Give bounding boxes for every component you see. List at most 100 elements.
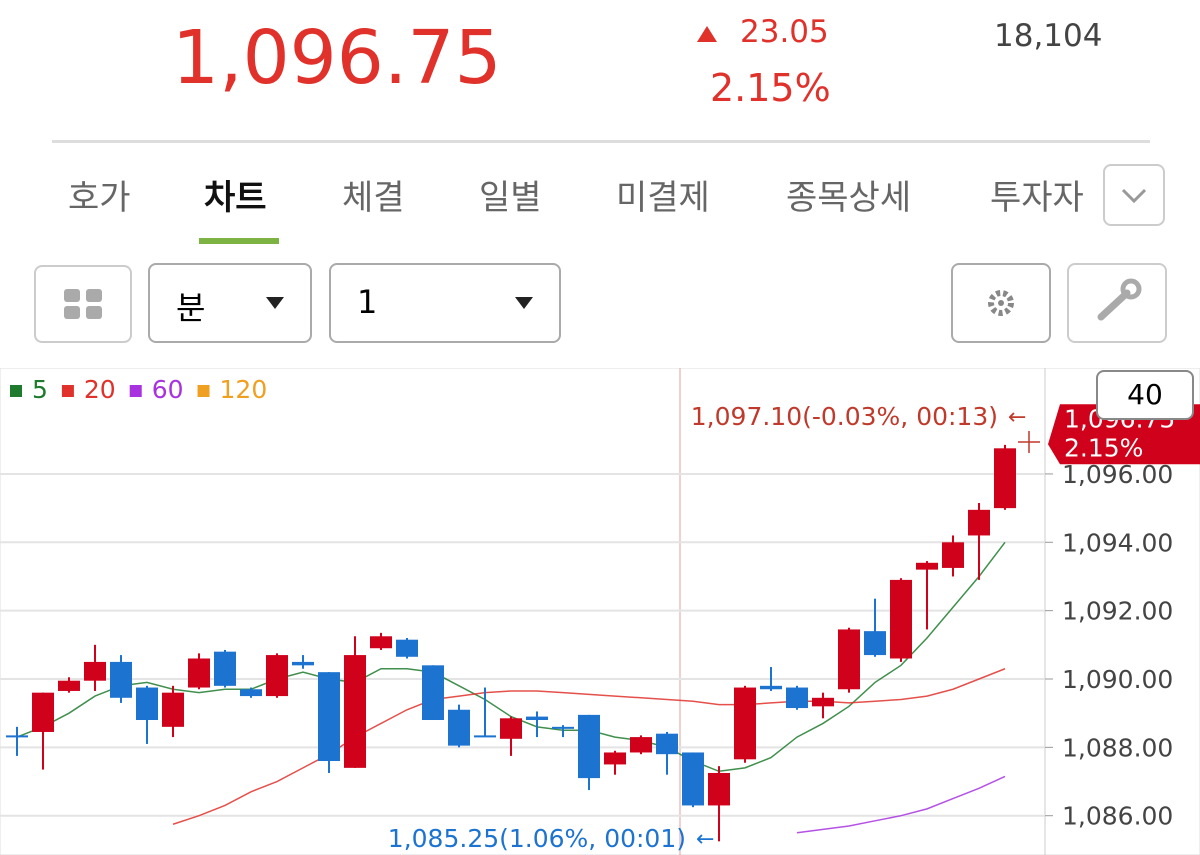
- candle: [656, 731, 678, 775]
- candle: [266, 653, 288, 698]
- candle-body: [604, 752, 626, 765]
- legend-swatch: [10, 385, 22, 397]
- candle: [838, 627, 860, 693]
- candle-body: [526, 716, 548, 721]
- price-tag-pct: 2.15%: [1064, 433, 1143, 462]
- candle-body: [786, 687, 808, 709]
- y-tick-label: 1,096.00: [1062, 460, 1173, 489]
- candle-body: [656, 733, 678, 755]
- candle-body: [812, 697, 834, 707]
- y-tick-label: 1,086.00: [1062, 802, 1173, 831]
- candle-body: [552, 726, 574, 729]
- candle: [890, 578, 912, 662]
- candle: [708, 766, 730, 842]
- high-arrow: ←: [1008, 405, 1026, 430]
- tab[interactable]: 투자자: [990, 178, 1084, 218]
- candle: [604, 750, 626, 775]
- candle-body: [370, 636, 392, 649]
- candle-body: [188, 658, 210, 688]
- candle-body: [630, 737, 652, 753]
- candle: [786, 685, 808, 710]
- price: 1,096.75: [172, 15, 502, 101]
- candle-body: [760, 685, 782, 690]
- candle-body: [578, 714, 600, 779]
- candle-body: [58, 680, 80, 691]
- candle: [188, 653, 210, 690]
- legend-swatch: [61, 385, 74, 397]
- candle-body: [474, 735, 496, 738]
- candle-body: [994, 448, 1016, 509]
- candle-body: [396, 639, 418, 657]
- candle: [526, 711, 548, 738]
- volume: 18,104: [994, 18, 1103, 54]
- candle: [448, 704, 470, 748]
- layout-button[interactable]: [34, 265, 132, 343]
- candle: [32, 692, 54, 770]
- legend-swatch: [197, 385, 210, 397]
- candle: [630, 735, 652, 755]
- interval: 1: [357, 283, 378, 321]
- candle: [422, 665, 444, 721]
- candle: [734, 685, 756, 763]
- candle-body: [32, 692, 54, 732]
- period-select[interactable]: 분: [148, 263, 312, 343]
- legend-label: 60: [152, 375, 184, 404]
- legend-label: 120: [220, 375, 268, 404]
- low-arrow: ←: [696, 827, 714, 852]
- legend-swatch: [129, 385, 142, 397]
- candle-body: [864, 631, 886, 656]
- count-box[interactable]: 40: [1096, 370, 1194, 420]
- candle-body: [682, 752, 704, 806]
- candle: [396, 637, 418, 659]
- ma-line: [172, 668, 1006, 825]
- candle-body: [162, 692, 184, 727]
- ma-line: [796, 775, 1006, 834]
- candle: [214, 649, 236, 688]
- candle-body: [6, 735, 28, 738]
- candle-body: [266, 655, 288, 697]
- candle: [994, 444, 1016, 510]
- more-button[interactable]: [1103, 164, 1165, 226]
- candle: [84, 644, 106, 691]
- candle: [682, 752, 704, 808]
- candle-body: [422, 665, 444, 721]
- up-arrow: [697, 26, 717, 42]
- change-pct: 2.15%: [710, 66, 831, 110]
- period: 분: [176, 289, 206, 327]
- candle: [6, 726, 28, 756]
- candle-body: [110, 661, 132, 698]
- tab[interactable]: 일별: [479, 178, 542, 218]
- ma-line: [16, 541, 1006, 773]
- candle: [110, 655, 132, 703]
- candle-body: [500, 718, 522, 739]
- tab[interactable]: 종목상세: [786, 178, 912, 218]
- candle-body: [942, 542, 964, 568]
- candle-body: [708, 772, 730, 806]
- low-label: 1,085.25(1.06%, 00:01): [388, 824, 686, 853]
- y-tick-label: 1,094.00: [1062, 528, 1173, 557]
- tab[interactable]: 미결제: [616, 178, 710, 218]
- candle-body: [448, 709, 470, 746]
- tab-active[interactable]: 차트: [204, 178, 267, 218]
- candle: [760, 667, 782, 691]
- tools-button[interactable]: [1067, 263, 1167, 343]
- candle-body: [136, 687, 158, 721]
- tab[interactable]: 호가: [68, 178, 131, 218]
- y-tick-label: 1,090.00: [1062, 665, 1173, 694]
- candle-body: [240, 689, 262, 697]
- candle-body: [292, 661, 314, 666]
- candle: [292, 655, 314, 669]
- candle: [370, 632, 392, 650]
- interval-select[interactable]: 1: [329, 263, 561, 343]
- tab[interactable]: 체결: [342, 178, 405, 218]
- candle: [318, 672, 340, 773]
- tab-underline: [199, 238, 279, 244]
- candle: [864, 598, 886, 657]
- candle: [500, 716, 522, 756]
- settings-button[interactable]: [951, 263, 1051, 343]
- candle: [344, 636, 366, 768]
- candle: [916, 561, 938, 630]
- y-tick-label: 1,092.00: [1062, 597, 1173, 626]
- high-label: 1,097.10(-0.03%, 00:13): [691, 402, 998, 431]
